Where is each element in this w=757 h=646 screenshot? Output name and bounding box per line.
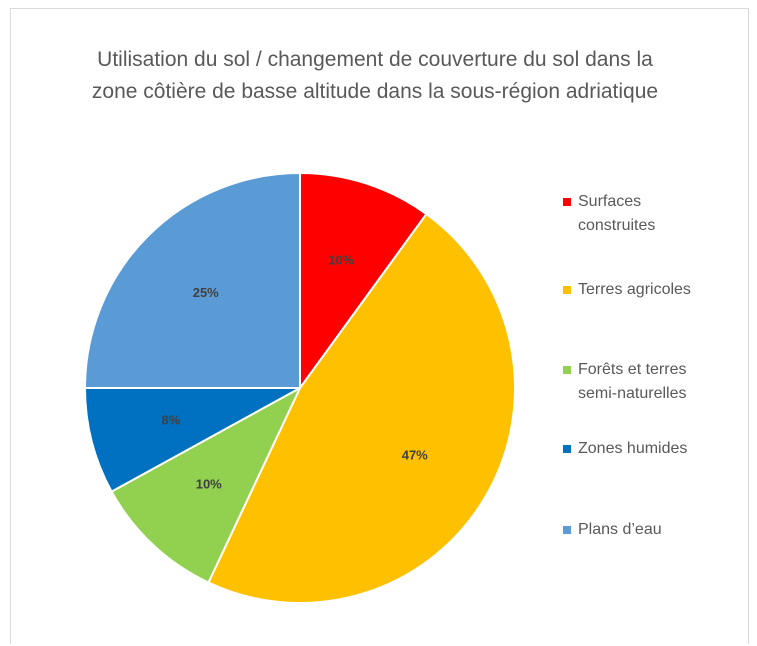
legend-label: Forêts et terres semi-naturelles xyxy=(578,361,687,402)
data-label: 10% xyxy=(328,253,354,268)
legend-swatch xyxy=(563,286,571,294)
legend-entry: Surfaces construites xyxy=(563,190,713,238)
chart-frame xyxy=(10,8,749,644)
data-label: 25% xyxy=(193,285,219,300)
data-label: 47% xyxy=(402,447,428,462)
legend-label: Terres agricoles xyxy=(578,281,691,298)
legend-entry: Zones humides xyxy=(563,437,713,461)
pie-slice xyxy=(110,385,303,584)
pie-slice xyxy=(207,212,516,604)
legend-label: Surfaces construites xyxy=(578,193,656,234)
legend-swatch xyxy=(563,526,571,534)
data-label: 8% xyxy=(161,413,180,428)
legend-entry: Plans d’eau xyxy=(563,518,713,542)
legend-swatch xyxy=(563,198,571,206)
pie-slice xyxy=(83,171,301,389)
legend-entry: Terres agricoles xyxy=(563,278,713,302)
legend-swatch xyxy=(563,445,571,453)
legend-entry: Forêts et terres semi-naturelles xyxy=(563,358,713,406)
legend-label: Plans d’eau xyxy=(578,521,662,538)
data-label: 10% xyxy=(196,477,222,492)
pie-slice xyxy=(299,171,428,392)
chart-title: Utilisation du sol / changement de couve… xyxy=(91,48,659,103)
legend-swatch xyxy=(563,366,571,374)
pie-slice xyxy=(83,387,301,493)
legend-label: Zones humides xyxy=(578,440,688,457)
